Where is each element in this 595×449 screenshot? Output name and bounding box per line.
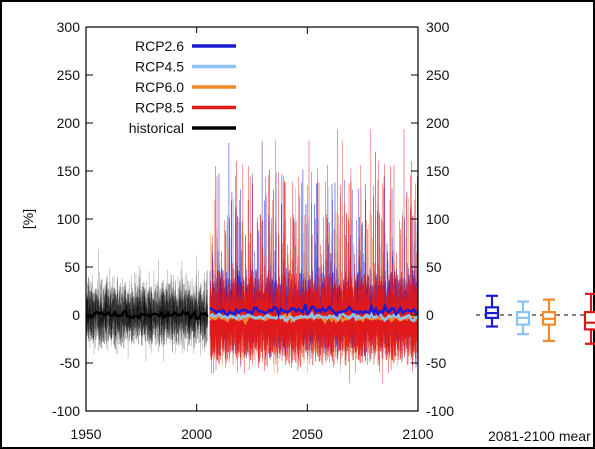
- boxplot-rcp8-5: [583, 292, 595, 345]
- series-historical-mean: [86, 309, 209, 321]
- y-tick-label-right: 150: [426, 163, 450, 179]
- y-axis-label: [%]: [20, 209, 36, 229]
- y-tick-label-right: -100: [426, 403, 454, 419]
- legend-label: RCP2.6: [135, 38, 184, 54]
- y-tick-label-left: 200: [57, 115, 81, 131]
- boxplot-panel: [476, 292, 595, 345]
- y-tick-label-right: -50: [426, 355, 446, 371]
- series-rcp2-6-mean: [209, 302, 418, 319]
- legend-label: RCP4.5: [135, 59, 184, 75]
- boxplot-rcp6-0: [541, 298, 557, 343]
- x-tick-label: 2100: [402, 426, 433, 442]
- boxplot-rcp2-6: [484, 294, 500, 328]
- axes: -100 -100 -50 -50 0 0 50 50 100 100 150 150 200 200 25…: [52, 19, 454, 442]
- y-tick-label-left: 50: [64, 259, 80, 275]
- legend-label: RCP6.0: [135, 79, 184, 95]
- y-tick-label-right: 50: [426, 259, 442, 275]
- y-tick-label-left: 250: [57, 67, 81, 83]
- x-tick-label: 2000: [181, 426, 212, 442]
- y-tick-label-right: 300: [426, 19, 450, 35]
- y-tick-label-left: 150: [57, 163, 81, 179]
- x-tick-label: 2050: [292, 426, 323, 442]
- y-tick-label-left: 300: [57, 19, 81, 35]
- y-tick-label-right: 250: [426, 67, 450, 83]
- boxplot-rcp4-5: [515, 300, 531, 336]
- y-tick-label-left: -100: [52, 403, 80, 419]
- y-tick-label-left: 0: [72, 307, 80, 323]
- legend: RCP2.6 RCP4.5 RCP6.0 RCP8.5 historical: [120, 33, 242, 143]
- x-tick-label: 1950: [70, 426, 101, 442]
- y-tick-label-left: 100: [57, 211, 81, 227]
- series-rcp4-5-mean: [208, 310, 418, 323]
- y-tick-label-right: 0: [426, 307, 434, 323]
- y-tick-label-right: 200: [426, 115, 450, 131]
- legend-label: RCP8.5: [135, 100, 184, 116]
- boxplot-label: 2081-2100 mear: [488, 428, 591, 444]
- legend-label: historical: [129, 120, 184, 136]
- series-layer: [86, 129, 418, 384]
- series-historical-ensemble: [86, 249, 208, 362]
- y-tick-label-right: 100: [426, 211, 450, 227]
- y-tick-label-left: -50: [60, 355, 80, 371]
